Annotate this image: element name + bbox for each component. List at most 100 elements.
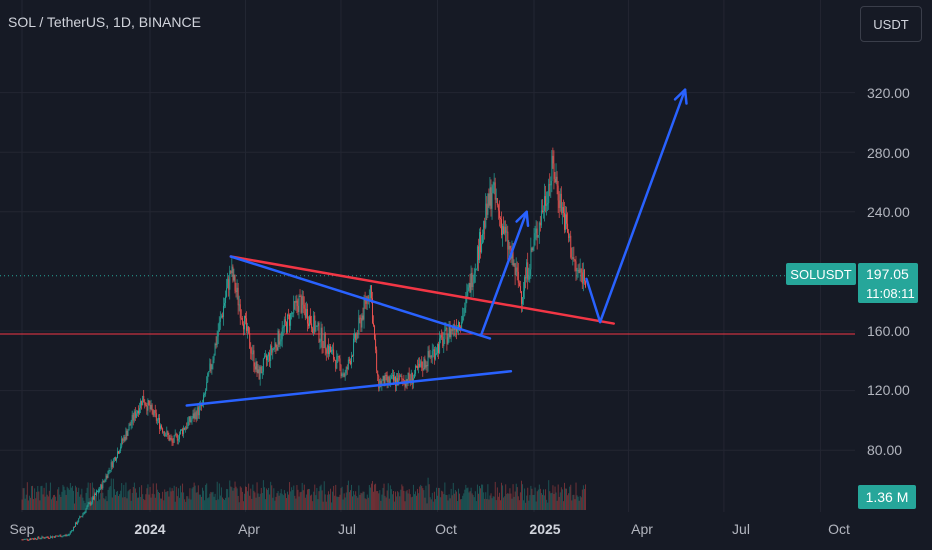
volume-bar-333 (370, 483, 372, 510)
volume-bar-116 (143, 498, 145, 510)
volume-bar-231 (263, 487, 265, 510)
volume-bar-424 (466, 488, 468, 510)
volume-bar-5 (26, 482, 28, 510)
volume-bar-68 (92, 487, 94, 510)
candle-body-350 (388, 376, 390, 384)
candle-body-237 (270, 345, 272, 361)
volume-bar-401 (442, 491, 444, 510)
volume-bar-315 (352, 496, 353, 510)
candle-body-66 (90, 502, 92, 505)
volume-bar-43 (66, 486, 68, 510)
volume-bar-526 (573, 494, 575, 510)
volume-bar-356 (395, 491, 397, 510)
volume-bar-19 (41, 485, 43, 510)
volume-bar-284 (319, 486, 321, 510)
volume-bar-215 (247, 491, 249, 510)
candle-body-193 (224, 302, 225, 306)
volume-bar-34 (57, 489, 59, 510)
volume-bar-125 (152, 483, 154, 510)
volume-bar-485 (530, 485, 532, 510)
candle-body-227 (259, 366, 261, 380)
candle-body-484 (529, 269, 531, 277)
volume-bar-203 (234, 481, 236, 510)
candle-body-60 (84, 512, 86, 514)
volume-bar-233 (266, 488, 267, 510)
candle-body-520 (567, 223, 569, 233)
candle-body-184 (214, 343, 216, 356)
candle-body-123 (150, 404, 152, 410)
candle-body-321 (358, 317, 360, 334)
candle-body-496 (541, 210, 543, 212)
candle-body-372 (411, 372, 413, 384)
candle-body-500 (546, 204, 548, 206)
candle-body-387 (427, 351, 429, 367)
candle-body-198 (229, 270, 231, 290)
candle-body-268 (302, 296, 304, 305)
volume-bar-157 (186, 496, 188, 510)
volume-bar-110 (137, 497, 138, 510)
volume-bar-223 (255, 497, 257, 510)
volume-bar-257 (291, 487, 293, 510)
candle-body-213 (245, 315, 246, 319)
candle-body-115 (142, 395, 144, 406)
volume-bar-463 (507, 493, 509, 510)
candle-body-84 (109, 470, 111, 471)
volume-bar-391 (431, 492, 433, 510)
candle-body-44 (67, 535, 69, 536)
candle-body-63 (87, 503, 89, 507)
candle-body-243 (276, 347, 278, 351)
candle-body-377 (417, 366, 419, 369)
candle-body-169 (198, 405, 200, 416)
candle-body-393 (433, 349, 435, 360)
volume-bar-36 (59, 494, 61, 510)
volume-bar-165 (194, 485, 196, 510)
candle-body-524 (571, 257, 573, 259)
candle-body-371 (410, 372, 412, 381)
candle-body-236 (269, 352, 271, 361)
candle-body-383 (423, 358, 425, 371)
candle-body-18 (40, 538, 42, 540)
volume-bar-184 (214, 493, 216, 510)
volume-bar-412 (453, 493, 455, 510)
candle-body-200 (231, 266, 233, 274)
volume-bar-8 (29, 497, 31, 510)
volume-bar-255 (289, 482, 291, 510)
candle-body-504 (550, 180, 552, 186)
candle-body-222 (254, 366, 256, 370)
candle-body-111 (138, 410, 139, 414)
volume-bar-362 (401, 484, 403, 510)
candle-body-497 (543, 211, 544, 212)
candle-body-9 (31, 538, 32, 540)
candle-body-352 (390, 375, 392, 379)
volume-bar-146 (174, 501, 176, 510)
currency-button[interactable]: USDT (860, 6, 922, 42)
volume-bar-370 (409, 494, 411, 510)
volume-bar-272 (306, 489, 308, 510)
volume-bar-291 (326, 494, 328, 510)
candle-body-438 (481, 243, 483, 253)
candle-body-196 (227, 278, 229, 289)
candle-body-463 (507, 231, 509, 250)
volume-bar-431 (473, 497, 475, 510)
candle-body-285 (320, 327, 322, 341)
volume-bar-99 (125, 482, 127, 510)
y-tick-120: 120.00 (867, 382, 910, 398)
volume-bar-192 (223, 498, 224, 510)
volume-bar-204 (235, 486, 237, 510)
volume-bar-245 (278, 495, 280, 510)
candle-body-137 (165, 435, 167, 437)
volume-bar-387 (427, 477, 429, 510)
volume-bar-288 (323, 481, 325, 510)
candle-body-436 (479, 232, 480, 261)
candle-body-390 (430, 355, 432, 358)
candle-body-481 (526, 262, 528, 279)
volume-bar-142 (170, 491, 172, 510)
volume-bar-9 (31, 486, 32, 510)
volume-bar-54 (78, 487, 80, 510)
volume-bar-269 (303, 484, 305, 510)
candle-body-344 (382, 376, 384, 381)
candle-body-4 (25, 538, 27, 540)
volume-bar-349 (387, 483, 389, 510)
volume-bar-270 (304, 497, 306, 510)
